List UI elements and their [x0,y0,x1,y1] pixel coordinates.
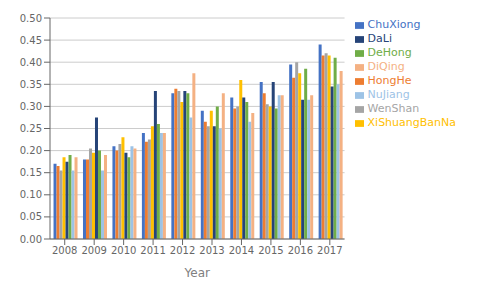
svg-text:2014: 2014 [229,245,254,256]
svg-text:2009: 2009 [81,245,106,256]
svg-text:2011: 2011 [140,245,165,256]
html-text:NuJiang: NuJiang [367,88,410,101]
svg-text:0.20: 0.20 [20,145,42,156]
html-text:DeHong: DeHong [367,46,412,59]
html-text:DiQing: DiQing [367,60,405,73]
svg-text:2016: 2016 [288,245,313,256]
svg-text:0.25: 0.25 [20,123,42,134]
svg-text:0.30: 0.30 [20,101,42,112]
svg-text:0.10: 0.10 [20,189,42,200]
html-text:ChuXiong: ChuXiong [367,18,421,31]
svg-text:0.45: 0.45 [20,35,42,46]
svg-text:2017: 2017 [317,245,342,256]
html-text:WenShan: WenShan [367,102,420,115]
svg-text:0.35: 0.35 [20,79,42,90]
svg-text:0.15: 0.15 [20,167,42,178]
svg-text:2015: 2015 [258,245,283,256]
svg-text:0.05: 0.05 [20,211,42,222]
html-text:DaLi: DaLi [367,32,392,45]
html-text:XiShuangBanNa: XiShuangBanNa [367,116,456,129]
svg-text:0.50: 0.50 [20,13,42,24]
html-text:HongHe: HongHe [367,74,412,87]
svg-text:Year: Year [184,266,210,280]
svg-text:2013: 2013 [199,245,224,256]
svg-text:2008: 2008 [52,245,77,256]
svg-text:2010: 2010 [111,245,136,256]
svg-text:0.00: 0.00 [20,234,42,245]
svg-text:2012: 2012 [170,245,195,256]
svg-text:0.40: 0.40 [20,57,42,68]
